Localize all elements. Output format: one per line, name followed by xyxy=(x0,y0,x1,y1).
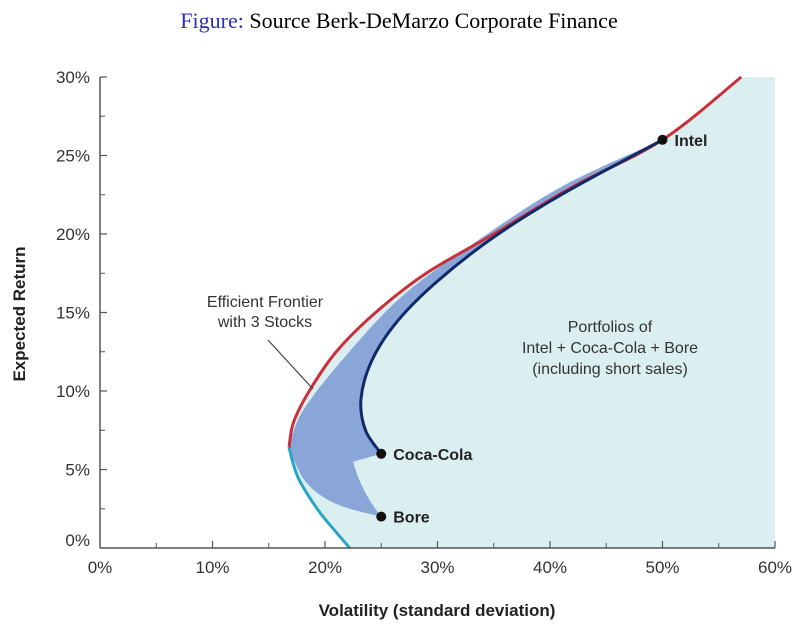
portfolios-region-annotation-line: Intel + Coca-Cola + Bore xyxy=(522,340,698,357)
x-tick-label: 20% xyxy=(308,558,342,577)
y-axis-title: Expected Return xyxy=(10,246,29,381)
stock-label-bore: Bore xyxy=(393,510,430,527)
caption-text: Source Berk-DeMarzo Corporate Finance xyxy=(249,8,618,33)
stock-label-intel: Intel xyxy=(675,133,708,150)
y-tick-label: 30% xyxy=(56,68,90,87)
x-axis-title: Volatility (standard deviation) xyxy=(319,601,556,620)
x-tick-label: 10% xyxy=(195,558,229,577)
portfolios-region-annotation-line: Portfolios of xyxy=(568,319,653,336)
stock-point-coca-cola xyxy=(376,448,387,459)
y-tick-label: 25% xyxy=(56,147,90,166)
x-tick-label: 40% xyxy=(533,558,567,577)
stock-point-intel xyxy=(657,134,668,145)
x-tick-label: 0% xyxy=(88,558,113,577)
stock-point-bore xyxy=(376,511,387,522)
y-tick-label: 10% xyxy=(56,382,90,401)
portfolios-region-annotation-line: (including short sales) xyxy=(532,361,688,378)
x-tick-label: 30% xyxy=(420,558,454,577)
no-short-sales-region xyxy=(289,139,663,517)
caption-prefix: Figure: xyxy=(180,8,244,33)
x-tick-label: 50% xyxy=(645,558,679,577)
all-portfolios-region xyxy=(289,77,775,548)
x-tick-label: 60% xyxy=(758,558,792,577)
efficient-frontier-annotation-line: with 3 Stocks xyxy=(217,314,312,331)
y-tick-label: 20% xyxy=(56,225,90,244)
figure-caption: Figure: Source Berk-DeMarzo Corporate Fi… xyxy=(0,8,798,34)
intel-cocacola-curve xyxy=(359,138,664,455)
y-tick-label: 0% xyxy=(65,531,90,550)
y-tick-label: 5% xyxy=(65,461,90,480)
inefficient-frontier-curve xyxy=(287,447,351,549)
stock-label-coca-cola: Coca-Cola xyxy=(393,447,472,464)
annotation-pointer-line xyxy=(267,339,314,390)
efficient-frontier-annotation-line: Efficient Frontier xyxy=(207,294,324,311)
y-tick-label: 15% xyxy=(56,304,90,323)
